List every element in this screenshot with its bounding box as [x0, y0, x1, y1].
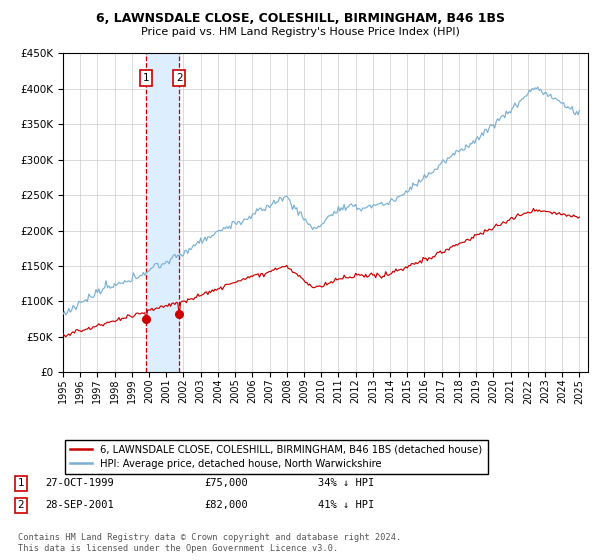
Text: 27-OCT-1999: 27-OCT-1999	[45, 478, 114, 488]
Text: 6, LAWNSDALE CLOSE, COLESHILL, BIRMINGHAM, B46 1BS: 6, LAWNSDALE CLOSE, COLESHILL, BIRMINGHA…	[95, 12, 505, 25]
Text: Price paid vs. HM Land Registry's House Price Index (HPI): Price paid vs. HM Land Registry's House …	[140, 27, 460, 37]
Text: 34% ↓ HPI: 34% ↓ HPI	[318, 478, 374, 488]
Legend: 6, LAWNSDALE CLOSE, COLESHILL, BIRMINGHAM, B46 1BS (detached house), HPI: Averag: 6, LAWNSDALE CLOSE, COLESHILL, BIRMINGHA…	[65, 440, 487, 474]
Text: £75,000: £75,000	[204, 478, 248, 488]
Text: 41% ↓ HPI: 41% ↓ HPI	[318, 500, 374, 510]
Text: Contains HM Land Registry data © Crown copyright and database right 2024.
This d: Contains HM Land Registry data © Crown c…	[18, 533, 401, 553]
Bar	[146, 53, 179, 372]
Text: 1: 1	[143, 73, 149, 83]
Text: 2: 2	[176, 73, 182, 83]
Text: 28-SEP-2001: 28-SEP-2001	[45, 500, 114, 510]
Text: £82,000: £82,000	[204, 500, 248, 510]
Text: 2: 2	[17, 500, 25, 510]
Text: 1: 1	[17, 478, 25, 488]
